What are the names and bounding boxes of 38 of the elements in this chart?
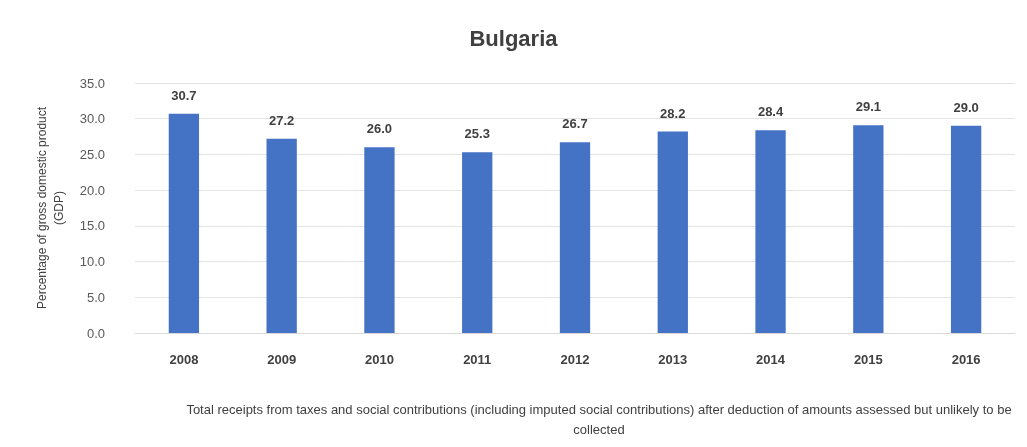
x-tick-label: 2015: [853, 352, 883, 367]
y-tick-label: 35.0: [79, 75, 105, 91]
data-label: 29.1: [855, 99, 881, 115]
bar: [364, 147, 395, 333]
y-tick-label: 5.0: [86, 289, 105, 305]
bar: [853, 125, 884, 333]
bar: [950, 125, 982, 333]
bar: [755, 130, 786, 333]
data-label: 29.0: [953, 99, 979, 115]
bar: [168, 113, 200, 333]
x-tick-label: 2011: [463, 352, 492, 367]
y-tick-label: 0.0: [86, 325, 105, 341]
x-tick-label: 2010: [364, 352, 394, 367]
x-tick-label: 2012: [560, 352, 590, 367]
data-label: 27.2: [269, 112, 295, 128]
chart-title: Bulgaria: [469, 25, 559, 51]
bar: [559, 142, 591, 333]
y-axis-title: Percentage of gross domestic product (GDP): [34, 106, 66, 310]
data-label: 28.2: [660, 105, 686, 121]
bar: [462, 152, 493, 333]
data-label: 26.7: [562, 116, 588, 132]
x-tick-label: 2013: [658, 352, 688, 367]
x-tick-label: 2016: [951, 352, 981, 367]
bar: [266, 138, 297, 333]
x-tick-label: 2009: [267, 352, 297, 367]
data-label: 26.0: [366, 121, 393, 137]
y-tick-label: 30.0: [79, 111, 105, 127]
y-tick-label: 20.0: [79, 182, 105, 198]
x-tick-label: 2008: [169, 352, 199, 367]
y-tick-label: 25.0: [79, 146, 105, 162]
y-tick-label: 10.0: [79, 254, 105, 270]
y-tick-label: 15.0: [79, 218, 105, 234]
bar: [657, 131, 688, 333]
x-tick-label: 2014: [756, 352, 786, 367]
data-label: 28.4: [757, 104, 784, 120]
text: Total receipts from taxes and social contributions (including imputed social contributions) after deduction of amounts assessed but unlikely to be collected: [186, 401, 1012, 437]
data-label: 30.7: [171, 87, 197, 103]
data-label: 25.3: [464, 126, 490, 142]
